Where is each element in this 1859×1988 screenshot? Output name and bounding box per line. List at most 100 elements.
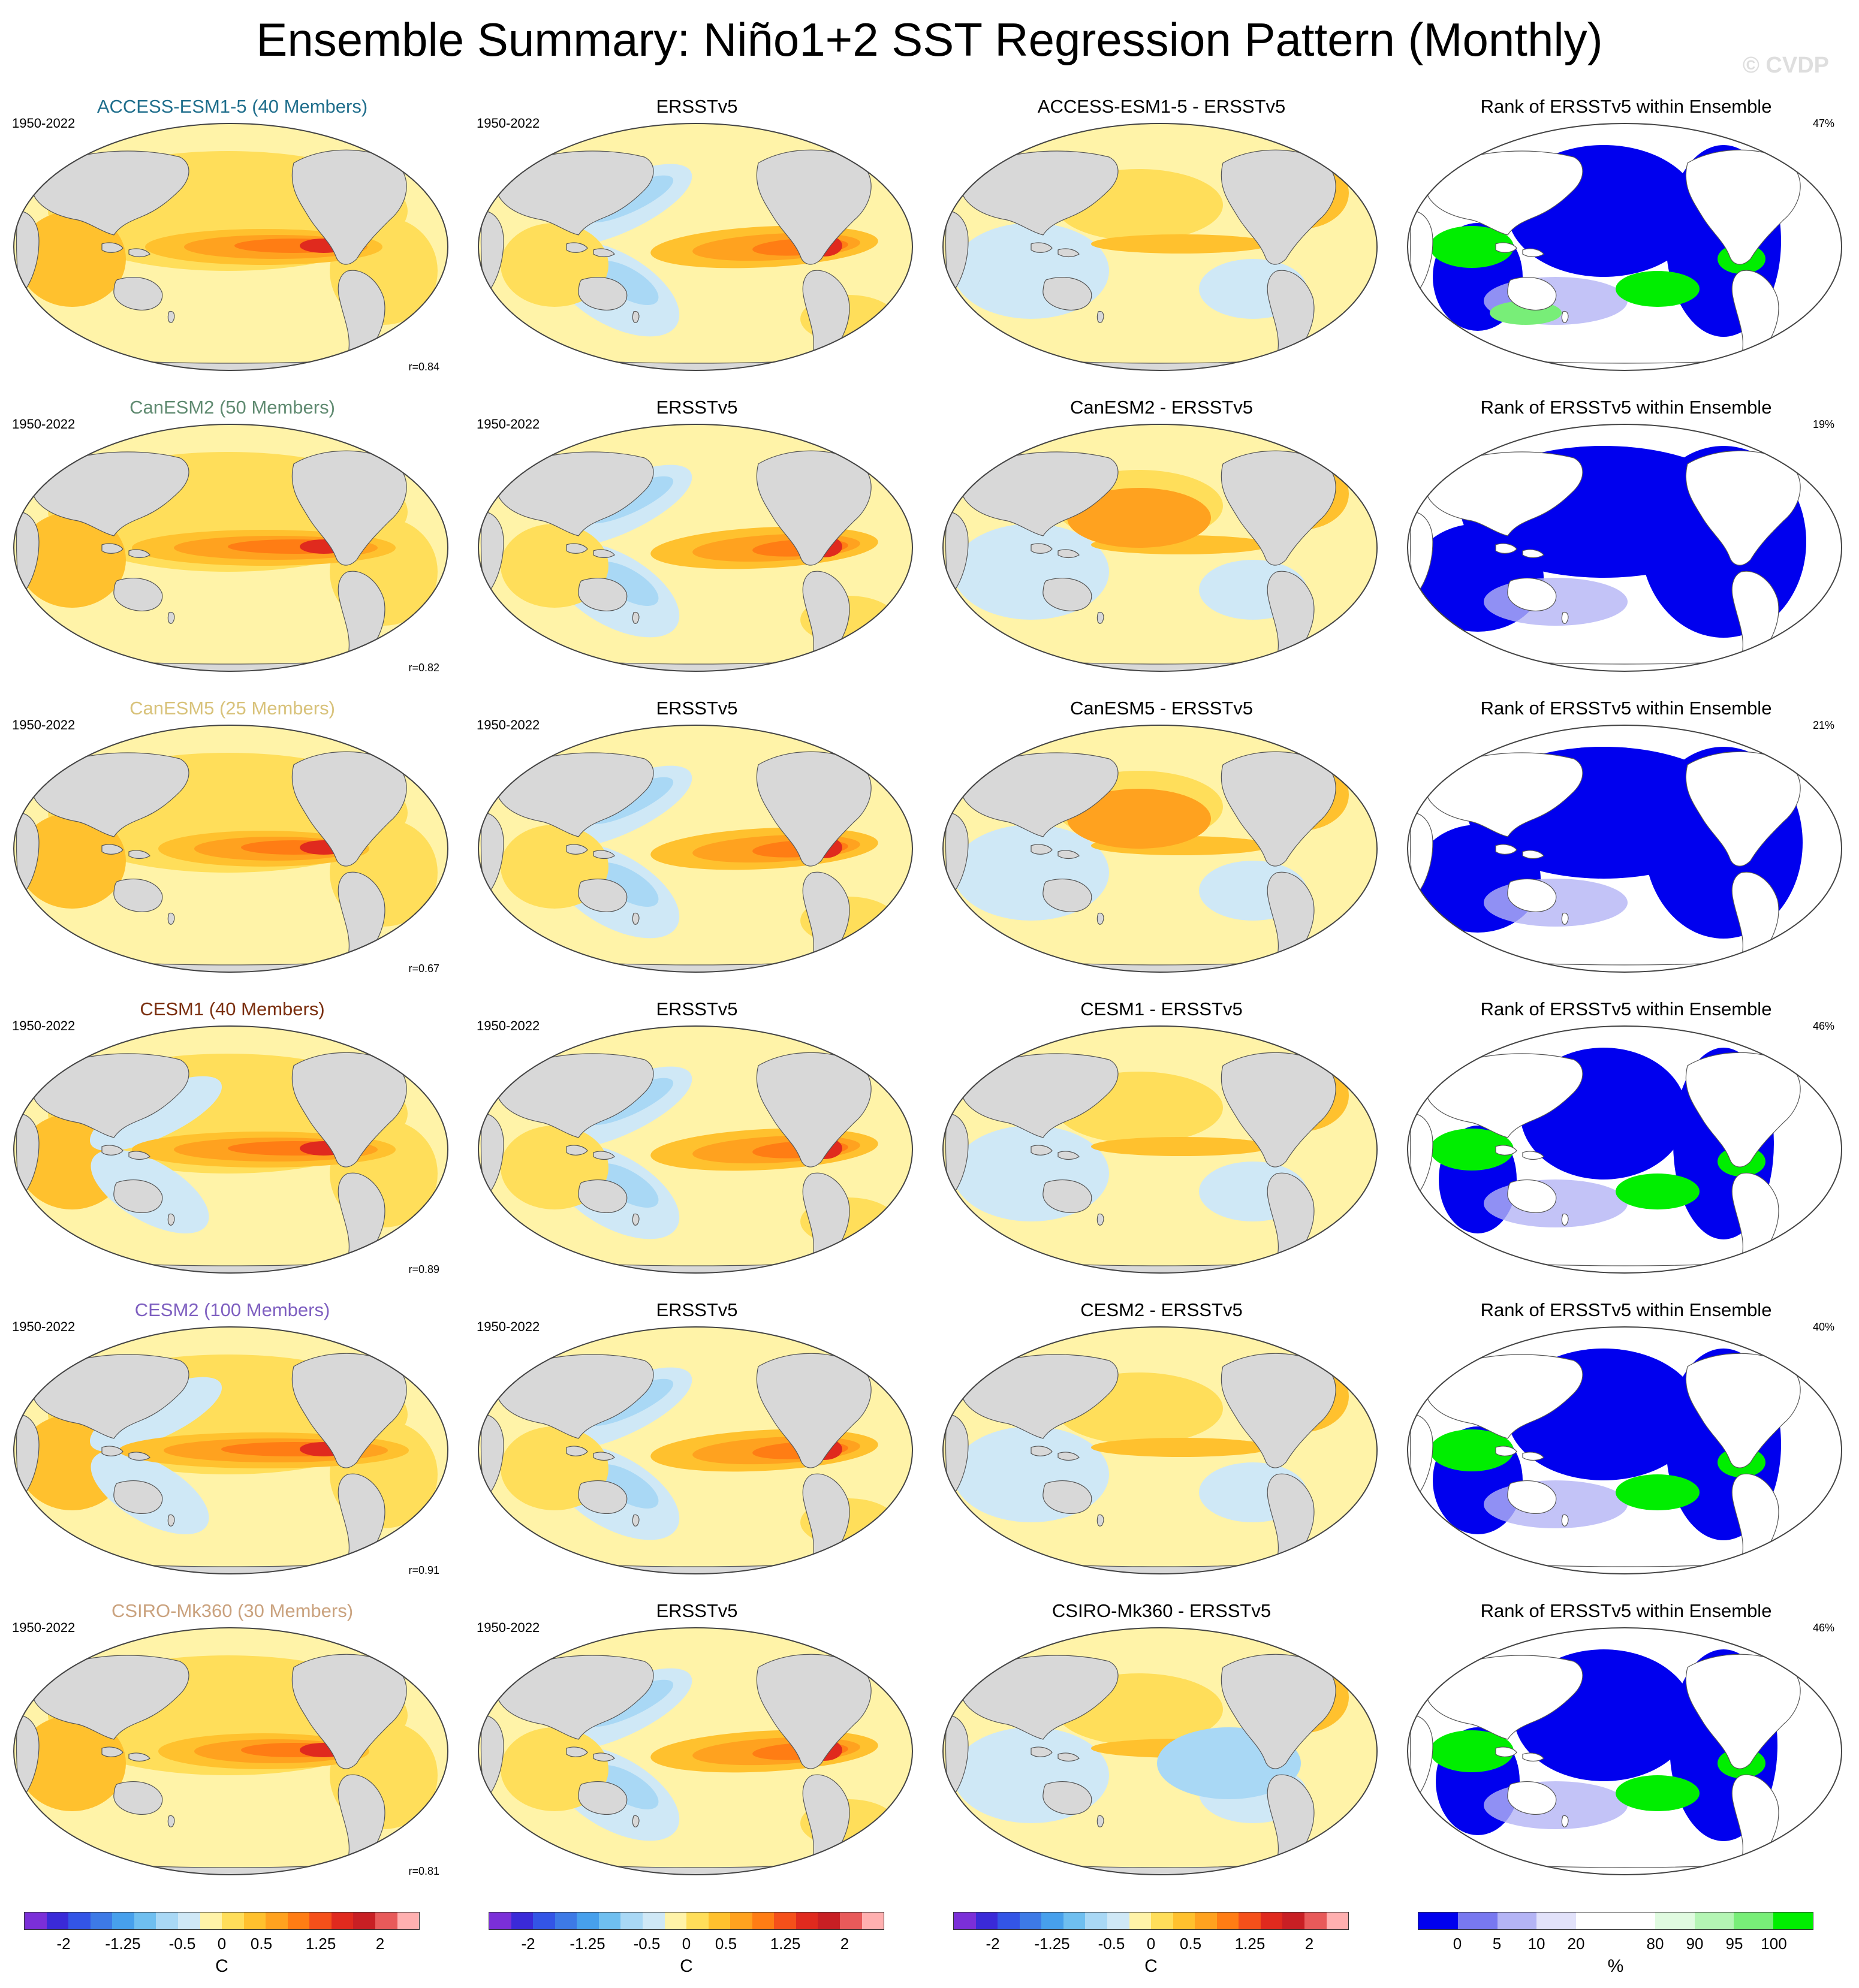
pattern-correlation: r=0.91 [408, 1564, 439, 1576]
colorbar-swatch [1260, 1912, 1283, 1929]
map-ensemble-row-2 [13, 424, 448, 672]
colorbar-swatch [840, 1912, 862, 1929]
colorbar-swatch [1457, 1912, 1498, 1929]
map-diff-row-6 [942, 1627, 1378, 1875]
colorbar-tick: -1.25 [1034, 1935, 1070, 1953]
panel-ensemble-row-4: CESM1 (40 Members) 1950-2022 r=0.89 [0, 997, 465, 1298]
colorbar-tick: 1.25 [770, 1935, 801, 1953]
colorbar-unit: C [1144, 1956, 1158, 1976]
map-rank-row-6 [1407, 1627, 1842, 1875]
colorbar-tick: -0.5 [168, 1935, 196, 1953]
colorbar-swatch [309, 1912, 332, 1929]
panel-title: CanESM5 (25 Members) [129, 698, 335, 719]
colorbar-swatch [25, 1912, 47, 1929]
colorbar-swatch [397, 1912, 420, 1929]
colorbar-swatch [90, 1912, 113, 1929]
panel-obs-row-5: ERSSTv5 1950-2022 [465, 1298, 929, 1599]
colorbar-tick: 5 [1492, 1935, 1502, 1953]
colorbar-tick: 1.25 [305, 1935, 336, 1953]
colorbar-swatch [577, 1912, 599, 1929]
panel-title: Rank of ERSSTv5 within Ensemble [1480, 397, 1772, 418]
panel-rank-row-1: Rank of ERSSTv5 within Ensemble 47% [1394, 95, 1858, 396]
panel-rank-row-2: Rank of ERSSTv5 within Ensemble 19% [1394, 396, 1858, 696]
panel-title: ERSSTv5 [656, 998, 738, 1019]
panel-obs-row-4: ERSSTv5 1950-2022 [465, 997, 929, 1298]
rank-percent: 19% [1812, 418, 1834, 430]
panel-title: ERSSTv5 [656, 698, 738, 719]
sst-colorbar-3: -2 -1.25 -0.5 0 0.5 1.25 2 C [953, 1912, 1349, 1984]
sst-colorbar-2: -2 -1.25 -0.5 0 0.5 1.25 2 C [489, 1912, 884, 1984]
colorbar-swatch [46, 1912, 69, 1929]
colorbar-swatch [1085, 1912, 1107, 1929]
panel-diff-row-3: CanESM5 - ERSSTv5 [929, 696, 1394, 997]
colorbar-tick: 1.25 [1234, 1935, 1266, 1953]
panel-title: CESM1 (40 Members) [140, 998, 325, 1019]
colorbar-swatch [555, 1912, 577, 1929]
map-diff-row-2 [942, 424, 1378, 672]
panel-title: Rank of ERSSTv5 within Ensemble [1480, 698, 1772, 719]
map-obs-row-6 [478, 1627, 913, 1875]
colorbar-swatch [708, 1912, 731, 1929]
panel-title: CESM2 (100 Members) [134, 1299, 330, 1320]
colorbar-tick: 0 [1453, 1935, 1462, 1953]
rank-percent: 21% [1812, 719, 1834, 731]
colorbar-strip [489, 1912, 884, 1930]
colorbar-tick: -1.25 [105, 1935, 141, 1953]
period-label: 1950-2022 [12, 1018, 76, 1033]
colorbar-strip [953, 1912, 1349, 1930]
colorbar-swatch [796, 1912, 818, 1929]
colorbar-swatch [243, 1912, 266, 1929]
panel-title: ERSSTv5 [656, 397, 738, 418]
colorbar-swatch [642, 1912, 665, 1929]
map-obs-row-2 [478, 424, 913, 672]
colorbar-swatch [1536, 1912, 1577, 1929]
colorbar-unit: % [1607, 1956, 1624, 1976]
period-label: 1950-2022 [477, 116, 540, 131]
map-obs-row-4 [478, 1025, 913, 1274]
colorbar-swatch [1063, 1912, 1086, 1929]
pattern-correlation: r=0.84 [408, 361, 439, 373]
panel-title: ACCESS-ESM1-5 (40 Members) [97, 96, 368, 117]
period-label: 1950-2022 [477, 717, 540, 732]
map-ensemble-row-3 [13, 725, 448, 973]
map-ensemble-row-1 [13, 123, 448, 371]
colorbar-swatch [620, 1912, 643, 1929]
panel-obs-row-2: ERSSTv5 1950-2022 [465, 396, 929, 696]
colorbar-unit: C [680, 1956, 693, 1976]
panel-title: Rank of ERSSTv5 within Ensemble [1480, 96, 1772, 117]
colorbar-tick: 0 [217, 1935, 227, 1953]
colorbar-swatch [1173, 1912, 1195, 1929]
rank-percent: 46% [1812, 1622, 1834, 1634]
period-label: 1950-2022 [477, 1620, 540, 1635]
map-diff-row-1 [942, 123, 1378, 371]
panel-title: ERSSTv5 [656, 96, 738, 117]
panel-title: CESM2 - ERSSTv5 [1080, 1299, 1243, 1320]
colorbar-swatch [1773, 1912, 1813, 1929]
panel-rank-row-5: Rank of ERSSTv5 within Ensemble 40% [1394, 1298, 1858, 1599]
panel-title: CSIRO-Mk360 (30 Members) [111, 1600, 354, 1621]
panel-ensemble-row-3: CanESM5 (25 Members) 1950-2022 r=0.67 [0, 696, 465, 997]
colorbar-tick: 0 [1146, 1935, 1156, 1953]
pattern-correlation: r=0.67 [408, 963, 439, 975]
colorbar-swatch [353, 1912, 375, 1929]
map-rank-row-4 [1407, 1025, 1842, 1274]
colorbar-tick: 20 [1567, 1935, 1585, 1953]
map-diff-row-4 [942, 1025, 1378, 1274]
colorbar-swatch [598, 1912, 621, 1929]
panel-ensemble-row-6: CSIRO-Mk360 (30 Members) 1950-2022 r=0.81 [0, 1599, 465, 1900]
colorbar-swatch [730, 1912, 752, 1929]
panel-title: CESM1 - ERSSTv5 [1080, 998, 1243, 1019]
map-diff-row-3 [942, 725, 1378, 973]
panel-obs-row-1: ERSSTv5 1950-2022 [465, 95, 929, 396]
colorbar-tick: 0.5 [250, 1935, 273, 1953]
map-rank-row-3 [1407, 725, 1842, 973]
colorbar-tick: 95 [1725, 1935, 1743, 1953]
rank-percent: 47% [1812, 117, 1834, 129]
map-obs-row-1 [478, 123, 913, 371]
panel-ensemble-row-5: CESM2 (100 Members) 1950-2022 r=0.91 [0, 1298, 465, 1599]
panel-ensemble-row-1: ACCESS-ESM1-5 (40 Members) 1950-2022 r=0.8… [0, 95, 465, 396]
colorbar-swatch [686, 1912, 709, 1929]
colorbar-swatch [200, 1912, 222, 1929]
map-rank-row-2 [1407, 424, 1842, 672]
colorbar-swatch [664, 1912, 687, 1929]
